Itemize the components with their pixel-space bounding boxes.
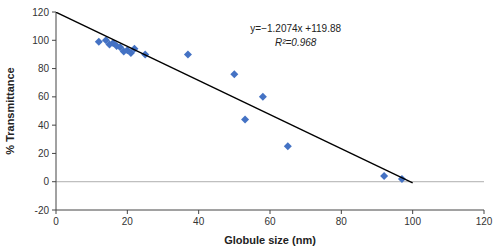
y-tick-label: 120 <box>32 7 49 18</box>
scatter-point <box>259 93 267 101</box>
scatter-point <box>284 142 292 150</box>
scatter-point <box>230 70 238 78</box>
annotation: y=−1.2074x +119.88 <box>250 23 341 34</box>
y-tick <box>52 181 56 182</box>
scatter-point <box>241 115 249 123</box>
y-tick <box>52 12 56 13</box>
y-tick <box>52 210 56 211</box>
plot-marks <box>56 12 413 183</box>
y-tick-label: 0 <box>43 176 49 187</box>
chart: 020406080100120-20020406080100120Globule… <box>0 0 500 250</box>
y-tick-label: 100 <box>32 35 49 46</box>
x-tick <box>484 210 485 214</box>
zero-line <box>56 181 484 182</box>
x-tick-label: 0 <box>53 216 59 227</box>
y-tick-label: 20 <box>38 148 50 159</box>
x-tick <box>341 210 342 214</box>
x-tick-label: 20 <box>122 216 134 227</box>
scatter-point <box>95 38 103 46</box>
y-tick <box>52 68 56 69</box>
x-tick-label: 40 <box>193 216 205 227</box>
y-axis-line <box>56 12 57 210</box>
y-tick <box>52 96 56 97</box>
y-tick-label: 40 <box>38 120 50 131</box>
x-tick <box>270 210 271 214</box>
x-tick <box>56 210 57 214</box>
y-tick <box>52 153 56 154</box>
x-tick-label: 120 <box>476 216 493 227</box>
x-axis-label: Globule size (nm) <box>224 234 316 246</box>
y-tick-label: 80 <box>38 63 50 74</box>
y-tick-label: -20 <box>35 205 50 216</box>
annotation: R²=0.968 <box>275 37 317 48</box>
regression-line <box>56 12 413 183</box>
y-axis-label: % Transmittance <box>4 67 16 154</box>
y-tick <box>52 40 56 41</box>
x-tick-label: 80 <box>336 216 348 227</box>
scatter-point <box>184 50 192 58</box>
x-tick-label: 100 <box>404 216 421 227</box>
y-tick <box>52 125 56 126</box>
x-tick <box>412 210 413 214</box>
scatter-point <box>380 172 388 180</box>
x-tick <box>198 210 199 214</box>
y-tick-label: 60 <box>38 91 50 102</box>
x-tick-label: 60 <box>264 216 276 227</box>
x-tick <box>127 210 128 214</box>
